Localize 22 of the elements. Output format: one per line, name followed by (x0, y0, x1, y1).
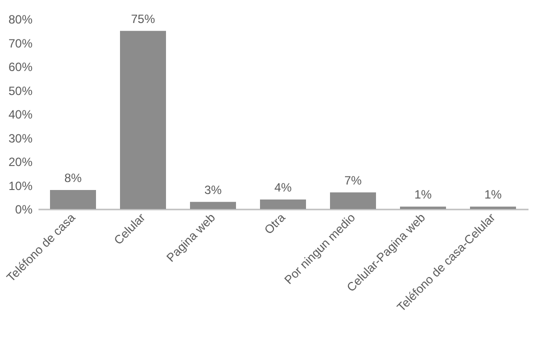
data-label: 1% (414, 188, 432, 202)
data-label: 75% (130, 12, 156, 26)
x-tick-label: Otra (262, 210, 288, 237)
bar (120, 30, 166, 209)
data-label: 1% (484, 188, 502, 202)
y-tick-label: 30% (8, 131, 33, 146)
y-tick-label: 0% (15, 202, 33, 216)
data-label: 7% (344, 173, 362, 188)
data-label: 3% (204, 182, 222, 197)
y-tick-label: 50% (8, 84, 33, 98)
bar (50, 190, 96, 209)
data-label: 4% (274, 180, 292, 194)
y-tick-label: 80% (8, 12, 33, 26)
y-tick-label: 20% (8, 155, 33, 169)
y-tick-label: 70% (8, 36, 33, 50)
y-tick-label: 10% (8, 178, 33, 193)
data-label: 8% (64, 171, 82, 185)
bar (260, 200, 306, 209)
y-tick-label: 40% (8, 108, 33, 122)
bar (190, 202, 236, 209)
bar (330, 192, 376, 209)
y-tick-label: 60% (8, 60, 33, 74)
